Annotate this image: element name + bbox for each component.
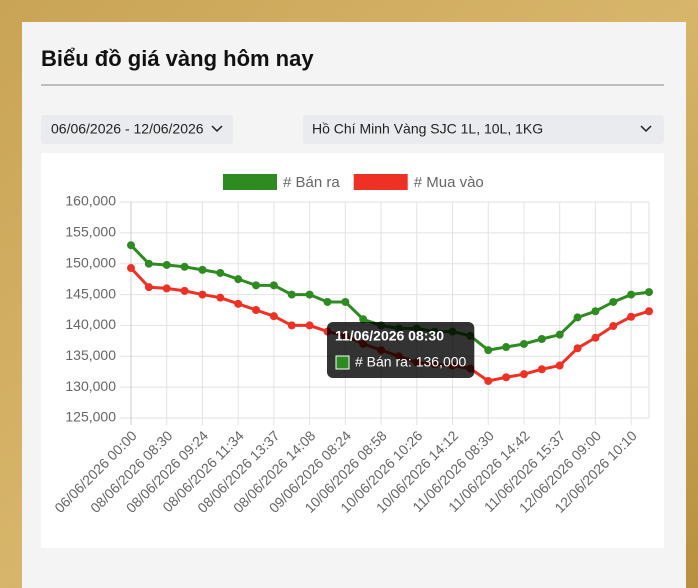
data-point [341, 297, 350, 306]
data-point [162, 260, 171, 269]
data-point [252, 306, 261, 314]
tooltip-title: 11/06/2026 08:30 [335, 328, 444, 344]
data-point [305, 290, 314, 299]
tooltip-box [327, 322, 475, 378]
data-point [305, 321, 314, 330]
dropdown-box[interactable] [303, 115, 664, 144]
data-point [144, 259, 153, 268]
data-point [180, 262, 189, 271]
data-point [591, 333, 600, 342]
data-point [484, 376, 493, 385]
tooltip-swatch [335, 355, 350, 370]
data-point [198, 265, 207, 274]
data-point [198, 290, 207, 299]
data-point [287, 290, 296, 299]
data-point [127, 241, 135, 250]
data-point [252, 281, 261, 290]
data-point [216, 268, 225, 277]
data-point [162, 284, 171, 293]
legend-label: # Bán ra [283, 174, 340, 191]
tooltip-label: # Bán ra: 136,000 [355, 354, 467, 370]
y-tick-label: 150,000 [65, 254, 116, 270]
data-point [127, 264, 135, 273]
data-point [609, 297, 618, 306]
data-point [234, 299, 243, 308]
chevron[interactable] [640, 125, 652, 133]
data-point [359, 315, 368, 324]
data-point [645, 288, 653, 297]
y-tick-label: 160,000 [65, 193, 116, 209]
chevron[interactable] [211, 125, 223, 133]
data-point [502, 343, 511, 352]
dropdown-text[interactable]: Hồ Chí Minh Vàng SJC 1L, 10L, 1KG [312, 121, 543, 137]
y-tick-label: 155,000 [65, 224, 116, 240]
data-point [180, 286, 189, 295]
data-point [645, 307, 653, 316]
data-point [323, 297, 332, 306]
data-point [269, 312, 278, 321]
y-tick-label: 130,000 [65, 378, 116, 394]
dropdown-text[interactable]: 06/06/2026 - 12/06/2026 [51, 121, 204, 137]
y-tick-label: 135,000 [65, 347, 116, 363]
data-point [627, 290, 636, 299]
y-tick-label: 145,000 [65, 285, 116, 301]
data-point [216, 293, 225, 302]
date-dropdown[interactable]: 06/06/2026 - 12/06/2026 [41, 115, 233, 144]
product-dropdown[interactable]: Hồ Chí Minh Vàng SJC 1L, 10L, 1KG [303, 115, 664, 144]
data-point [555, 361, 564, 370]
y-tick-label: 140,000 [65, 316, 116, 332]
data-point [609, 322, 618, 331]
data-point [555, 330, 564, 339]
data-point [519, 339, 528, 348]
data-point [537, 365, 546, 374]
data-point [234, 275, 243, 284]
dropdown-box[interactable] [41, 115, 233, 144]
data-point [573, 344, 582, 353]
y-tick-label: 125,000 [65, 409, 116, 425]
data-point [144, 283, 153, 292]
legend-swatch [223, 174, 277, 190]
data-point [519, 370, 528, 379]
data-point [484, 346, 493, 355]
data-point [287, 321, 296, 330]
data-point [537, 335, 546, 344]
data-point [573, 313, 582, 322]
data-point [269, 281, 278, 290]
data-point [627, 312, 636, 321]
legend-label: # Mua vào [414, 174, 484, 191]
legend-swatch [353, 174, 408, 190]
page-title: Biểu đồ giá vàng hôm nay [41, 46, 314, 71]
tooltip: 11/06/2026 08:30 # Bán ra: 136,000 [327, 322, 475, 378]
data-point [591, 307, 600, 316]
data-point [502, 373, 511, 382]
